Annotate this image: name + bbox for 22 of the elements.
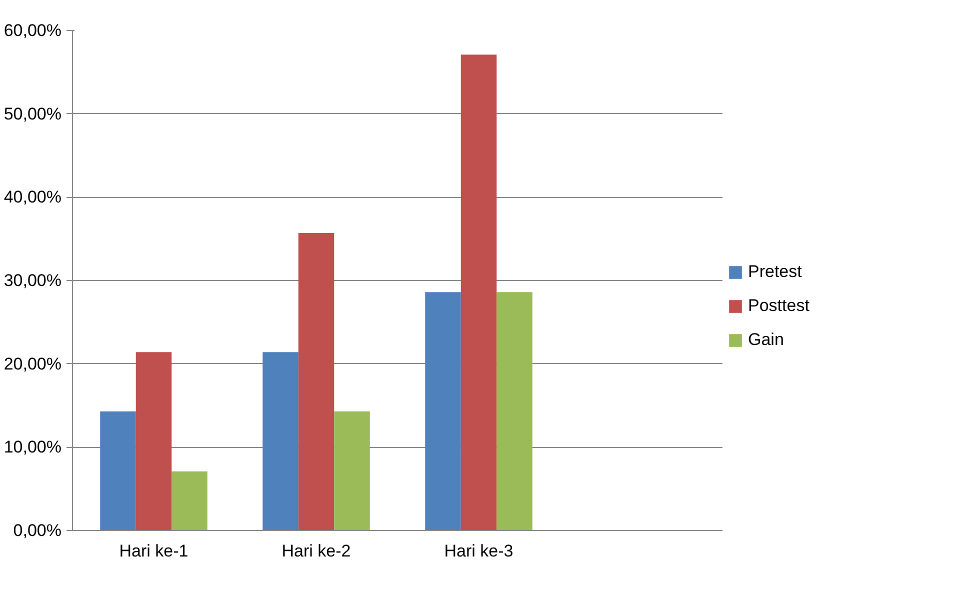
x-tick-label: Hari ke-1 [119, 542, 188, 560]
legend-label: Pretest [748, 262, 802, 282]
x-tick-label: Hari ke-2 [282, 542, 351, 560]
y-tick-label: 30,00% [4, 271, 62, 290]
bar [100, 411, 136, 530]
legend-label: Gain [748, 330, 784, 350]
y-tick-label: 10,00% [4, 438, 62, 457]
y-tick-label: 0,00% [13, 521, 62, 540]
bar [298, 233, 334, 530]
bar [334, 411, 370, 530]
y-tick-label: 20,00% [4, 354, 62, 374]
legend-label: Posttest [748, 296, 810, 316]
y-tick-label: 50,00% [4, 104, 62, 124]
bar [425, 292, 461, 530]
y-tick-label: 40,00% [4, 188, 62, 207]
x-tick-label: Hari ke-3 [444, 542, 514, 560]
bar [460, 54, 497, 530]
bar [496, 292, 532, 530]
bar [262, 352, 298, 530]
y-tick-label: 60,00% [4, 21, 62, 40]
bar [136, 352, 172, 530]
bar [172, 471, 208, 530]
